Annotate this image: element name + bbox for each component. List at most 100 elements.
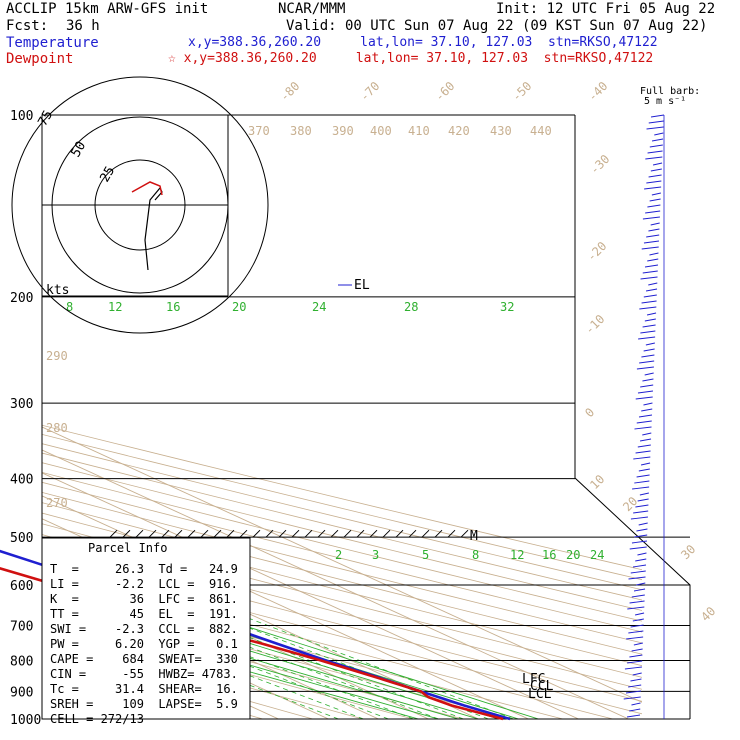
wind-barb xyxy=(645,342,655,346)
moist-adiabat xyxy=(42,611,419,719)
tick-mark xyxy=(278,529,287,538)
wind-barb xyxy=(640,330,656,334)
wind-barb xyxy=(634,426,652,430)
dewpoint-location: ☆ x,y=388.36,260.20 lat,lon= 37.10, 127.… xyxy=(168,51,654,66)
m-label: M xyxy=(470,529,478,544)
parcel-info-title: Parcel Info xyxy=(88,541,167,555)
wind-barb xyxy=(629,654,643,658)
mixing-ratio-label: 8 xyxy=(472,548,479,562)
tick-mark xyxy=(109,529,118,538)
wind-barb xyxy=(650,114,665,118)
wind-barb xyxy=(635,558,647,562)
tick-mark xyxy=(239,529,248,538)
init-time: Init: 12 UTC Fri 05 Aug 22 xyxy=(496,1,716,17)
mixing-ratio-label: 12 xyxy=(108,300,122,314)
wind-barb xyxy=(628,576,646,580)
pressure-label: 400 xyxy=(10,473,33,488)
wind-barb xyxy=(629,546,647,550)
wind-barb xyxy=(624,666,642,670)
wind-barb xyxy=(631,594,645,598)
isotherm-label: 40 xyxy=(698,604,718,624)
wind-barb xyxy=(631,648,643,652)
wind-barb xyxy=(626,636,644,640)
tick-mark xyxy=(148,529,157,538)
tick-mark xyxy=(252,529,261,538)
parcel-info-row: CELL = 272/13 xyxy=(50,712,144,726)
tick-mark xyxy=(447,529,456,538)
tick-mark xyxy=(187,529,196,538)
wind-barb xyxy=(634,534,648,538)
wind-barb xyxy=(641,408,653,412)
wind-barbs xyxy=(623,114,665,719)
pressure-label: 900 xyxy=(10,685,33,700)
parcel-info-row: SREH = 109 LAPSE= 5.9 xyxy=(50,697,238,711)
tick-mark xyxy=(304,529,313,538)
wind-barb xyxy=(633,456,651,460)
model-title: ACCLIP 15km ARW-GFS init xyxy=(6,1,209,17)
wind-barb xyxy=(645,288,658,292)
wind-barb xyxy=(630,516,648,520)
isotherm-label: 30 xyxy=(678,542,698,562)
wind-barb xyxy=(648,282,658,286)
wind-barb xyxy=(637,498,649,502)
dry-adiabat xyxy=(42,567,613,719)
dry-adiabat xyxy=(42,491,642,644)
barb-units: 5 m s⁻¹ xyxy=(644,96,687,107)
hodograph-ring-label: 50 xyxy=(68,139,89,160)
parcel-info-row: LI = -2.2 LCL = 916. xyxy=(50,577,238,591)
isotherm-label: -60 xyxy=(432,79,457,104)
dry-adiabat xyxy=(42,616,413,719)
pressure-label: 800 xyxy=(10,654,33,669)
mixing-ratio-label: 32 xyxy=(500,300,514,314)
ccl-label: CCL xyxy=(530,679,554,694)
isotherm-label: -10 xyxy=(582,312,607,337)
moist-adiabat xyxy=(42,595,459,719)
isotherm-line xyxy=(42,518,479,719)
wind-barb xyxy=(642,216,660,220)
tick-mark xyxy=(213,529,222,538)
dry-adiabat xyxy=(42,481,642,633)
moist-adiabat xyxy=(42,603,439,719)
dewpoint-legend: Dewpoint xyxy=(6,51,74,67)
tick-mark xyxy=(135,529,144,538)
wind-barb xyxy=(629,708,641,712)
hodograph: 75 50 25 kts xyxy=(11,76,269,334)
fcst-value: 36 h xyxy=(66,18,100,34)
pressure-label: 600 xyxy=(10,579,33,594)
wind-barb xyxy=(635,450,651,454)
wind-barb xyxy=(633,642,643,646)
wind-barb xyxy=(626,714,641,718)
wind-barb xyxy=(637,444,651,448)
parcel-info-row: TT = 45 EL = 191. xyxy=(50,607,238,621)
wind-barb xyxy=(632,564,647,568)
tick-mark xyxy=(161,529,170,538)
wind-barb xyxy=(632,618,644,622)
wind-barb xyxy=(649,252,659,256)
theta-label: 370 xyxy=(248,124,270,138)
wind-barb xyxy=(623,696,641,700)
pressure-label: 500 xyxy=(10,531,33,546)
wind-barb xyxy=(648,174,662,178)
dry-adiabat xyxy=(42,424,642,571)
hodograph-ring xyxy=(11,76,269,334)
wind-barb xyxy=(642,432,652,436)
tick-mark xyxy=(395,529,404,538)
tick-mark xyxy=(265,529,274,538)
wind-barb xyxy=(646,234,660,238)
wind-barb xyxy=(643,348,655,352)
org-label: NCAR/MMM xyxy=(278,1,346,17)
wind-barb xyxy=(640,276,658,280)
wind-barb xyxy=(641,246,659,250)
parcel-info-row: PW = 6.20 YGP = 0.1 xyxy=(50,637,238,651)
isotherm-label: 0 xyxy=(582,405,597,420)
wind-barb xyxy=(638,468,650,472)
theta-label: 380 xyxy=(290,124,312,138)
isotherm-label: -70 xyxy=(357,79,382,104)
parcel-info-row: K = 36 LFC = 861. xyxy=(50,592,238,606)
wind-barb xyxy=(642,324,656,328)
parcel-info-row: SWI = -2.3 CCL = 882. xyxy=(50,622,238,636)
wind-barb xyxy=(644,264,659,268)
dry-adiabat xyxy=(42,452,642,601)
el-label: EL xyxy=(354,278,370,293)
wind-barb xyxy=(632,486,650,490)
